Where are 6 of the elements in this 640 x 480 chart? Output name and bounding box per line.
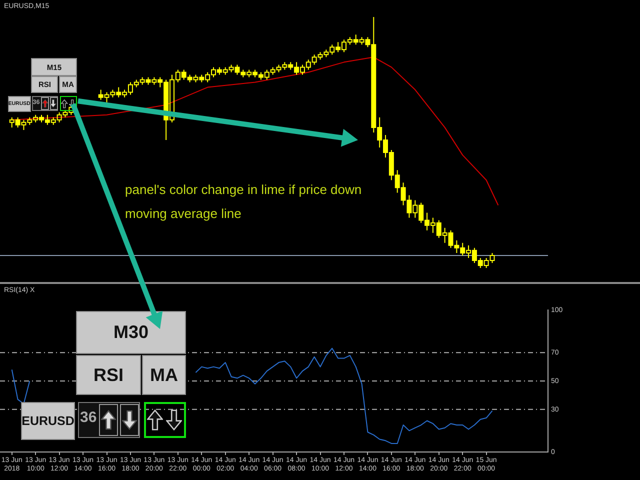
indicator-button: MA [142, 355, 186, 395]
timeframe-button: M30 [76, 311, 186, 354]
annotation: panel's color change in lime if price down moving average line [125, 181, 363, 223]
annotation: 36 [80, 409, 97, 426]
symbol-button: EURUSD [21, 402, 75, 440]
indicator-button: RSI [76, 355, 141, 395]
